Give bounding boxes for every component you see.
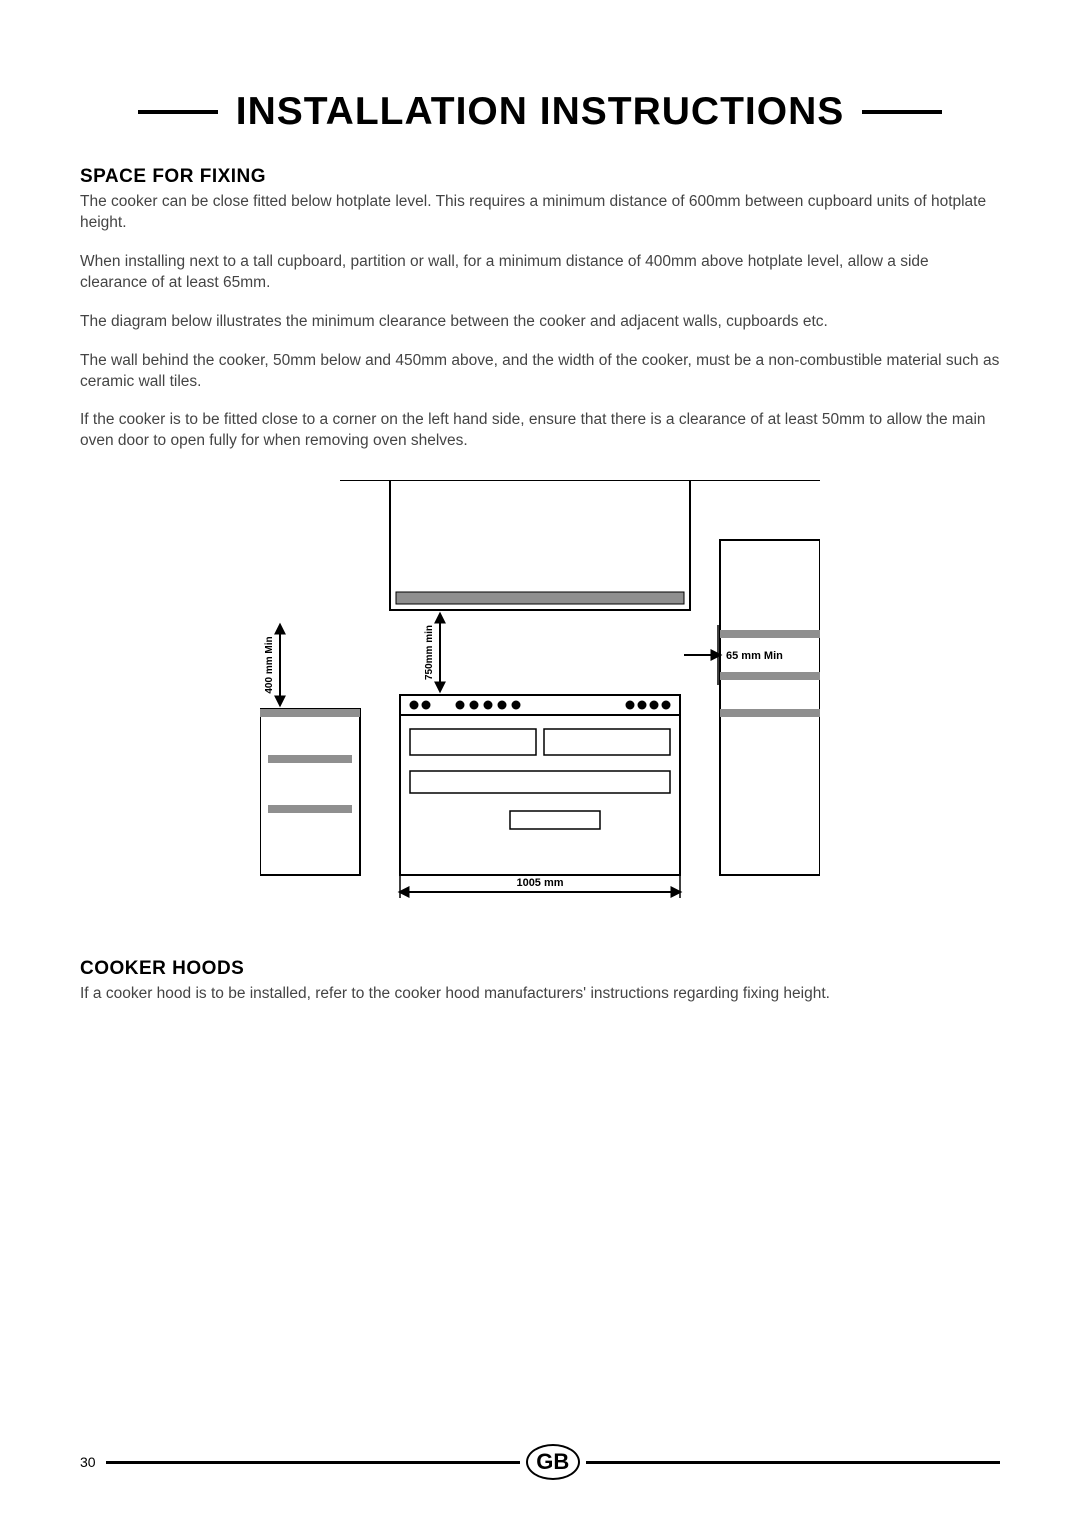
country-badge: GB bbox=[526, 1444, 580, 1480]
paragraph: The wall behind the cooker, 50mm below a… bbox=[80, 351, 1000, 393]
footer-rule-right bbox=[586, 1461, 1000, 1464]
svg-text:400 mm Min: 400 mm Min bbox=[264, 637, 275, 694]
clearance-diagram-wrap: 400 mm Min 750mm min 65 mm Min 1005 mm bbox=[80, 480, 1000, 920]
title-rule-right bbox=[862, 110, 942, 114]
page-number: 30 bbox=[80, 1454, 96, 1470]
paragraph: If a cooker hood is to be installed, ref… bbox=[80, 984, 1000, 1005]
heading-cooker-hoods: COOKER HOODS bbox=[80, 958, 1000, 980]
svg-text:750mm min: 750mm min bbox=[424, 625, 435, 680]
title-rule-left bbox=[138, 110, 218, 114]
footer-rule-left bbox=[106, 1461, 520, 1464]
paragraph: If the cooker is to be fitted close to a… bbox=[80, 410, 1000, 452]
paragraph: When installing next to a tall cupboard,… bbox=[80, 252, 1000, 294]
paragraph: The cooker can be close fitted below hot… bbox=[80, 192, 1000, 234]
page-footer: 30 GB bbox=[80, 1444, 1000, 1480]
page-title: INSTALLATION INSTRUCTIONS bbox=[236, 90, 845, 134]
svg-text:1005 mm: 1005 mm bbox=[516, 877, 563, 889]
page-title-row: INSTALLATION INSTRUCTIONS bbox=[80, 90, 1000, 134]
svg-text:65 mm Min: 65 mm Min bbox=[726, 650, 783, 662]
country-badge-label: GB bbox=[536, 1449, 569, 1475]
paragraph: The diagram below illustrates the minimu… bbox=[80, 312, 1000, 333]
clearance-diagram: 400 mm Min 750mm min 65 mm Min 1005 mm bbox=[260, 480, 820, 920]
heading-space-for-fixing: SPACE FOR FIXING bbox=[80, 166, 1000, 188]
